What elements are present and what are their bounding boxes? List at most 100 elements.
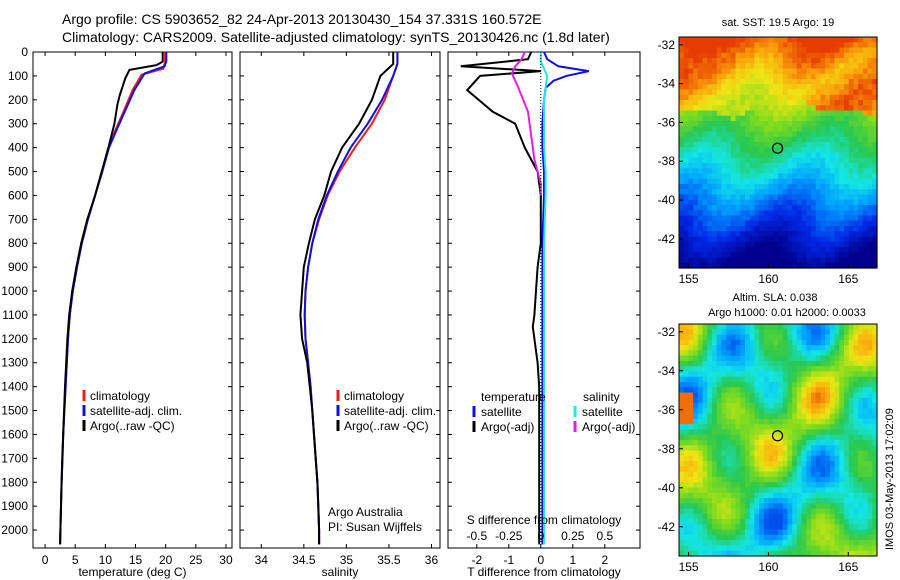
- map-cell: [679, 189, 685, 196]
- map-cell: [867, 199, 873, 206]
- map-cell: [740, 115, 746, 122]
- map-cell: [825, 371, 831, 378]
- map-cell: [693, 241, 699, 248]
- x-tick-label: 160: [758, 272, 778, 286]
- map-cell: [726, 184, 732, 190]
- x-tick-label: 34: [255, 553, 269, 567]
- map-cell: [778, 168, 784, 175]
- map-cell: [792, 168, 798, 175]
- map-cell: [825, 350, 831, 357]
- map-cell: [693, 173, 699, 180]
- map-cell: [796, 408, 803, 415]
- map-cell: [862, 184, 869, 190]
- map-cell: [858, 84, 864, 91]
- map-cell: [768, 424, 774, 431]
- map-cell: [759, 376, 765, 383]
- map-cell: [834, 89, 840, 96]
- map-cell: [749, 366, 756, 373]
- map-cell: [702, 508, 708, 515]
- map-cell: [825, 136, 831, 143]
- map-cell: [697, 231, 704, 238]
- map-cell: [834, 366, 840, 373]
- map-cell: [815, 105, 822, 112]
- map-cell: [825, 89, 831, 96]
- map-cell: [806, 84, 812, 91]
- map-frame: [678, 323, 878, 557]
- map-cell: [811, 360, 817, 367]
- map-cell: [815, 461, 822, 467]
- map-cell: [707, 366, 713, 373]
- map-cell: [806, 241, 812, 248]
- map-cell: [872, 205, 878, 211]
- map-cell: [693, 84, 699, 91]
- map-cell: [792, 334, 798, 341]
- map-cell: [745, 529, 751, 536]
- map-cell: [740, 529, 746, 536]
- map-cell: [745, 376, 751, 383]
- map-cell: [792, 418, 798, 425]
- map-cell: [806, 257, 812, 264]
- map-cell: [801, 115, 807, 122]
- map-cell: [778, 121, 784, 127]
- map-cell: [820, 429, 826, 436]
- map-cell: [716, 115, 723, 122]
- map-cell: [688, 94, 694, 101]
- map-cell: [796, 58, 803, 64]
- map-cell: [862, 371, 869, 378]
- map-cell: [844, 215, 850, 222]
- map-cell: [848, 58, 855, 64]
- map-cell: [721, 418, 727, 425]
- map-cell: [844, 189, 850, 196]
- map-cell: [768, 147, 774, 154]
- map-cell: [782, 355, 789, 362]
- map-cell: [707, 503, 713, 510]
- map-cell: [801, 487, 807, 494]
- map-cell: [848, 205, 855, 211]
- map-cell: [707, 324, 713, 330]
- map-cell: [726, 387, 732, 394]
- map-cell: [858, 445, 864, 452]
- map-cell: [716, 503, 723, 510]
- map-cell: [679, 461, 685, 467]
- map-cell: [844, 350, 850, 357]
- map-cell: [796, 324, 803, 330]
- map-cell: [792, 324, 798, 330]
- map-cell: [712, 508, 718, 515]
- map-cell: [688, 63, 694, 70]
- map-cell: [693, 466, 699, 473]
- map-cell: [726, 461, 732, 467]
- map-cell: [749, 257, 756, 264]
- map-cell: [730, 540, 737, 547]
- map-cell: [829, 529, 836, 536]
- map-cell: [815, 524, 822, 531]
- map-cell: [862, 445, 869, 452]
- map-cell: [693, 545, 699, 552]
- map-cell: [735, 68, 741, 75]
- map-cell: [759, 487, 765, 494]
- map-cell: [853, 178, 859, 185]
- map-cell: [820, 136, 826, 143]
- map-cell: [862, 205, 869, 211]
- map-cell: [754, 226, 760, 232]
- map-cell: [749, 329, 756, 336]
- map-cell: [858, 324, 864, 330]
- map-cell: [787, 513, 793, 520]
- map-cell: [867, 392, 873, 399]
- map-cell: [763, 73, 770, 80]
- map-cell: [848, 84, 855, 91]
- map-cell: [688, 152, 694, 159]
- map-cell: [792, 534, 798, 541]
- map-cell: [754, 366, 760, 373]
- map-cell: [782, 47, 789, 54]
- map-cell: [679, 147, 685, 154]
- map-cell: [787, 121, 793, 127]
- map-cell: [858, 487, 864, 494]
- map-cell: [679, 424, 685, 431]
- map-cell: [811, 94, 817, 101]
- map-cell: [858, 524, 864, 531]
- map-cell: [792, 366, 798, 373]
- map-cell: [801, 450, 807, 457]
- map-cell: [858, 220, 864, 227]
- map-cell: [844, 257, 850, 264]
- map-cell: [844, 392, 850, 399]
